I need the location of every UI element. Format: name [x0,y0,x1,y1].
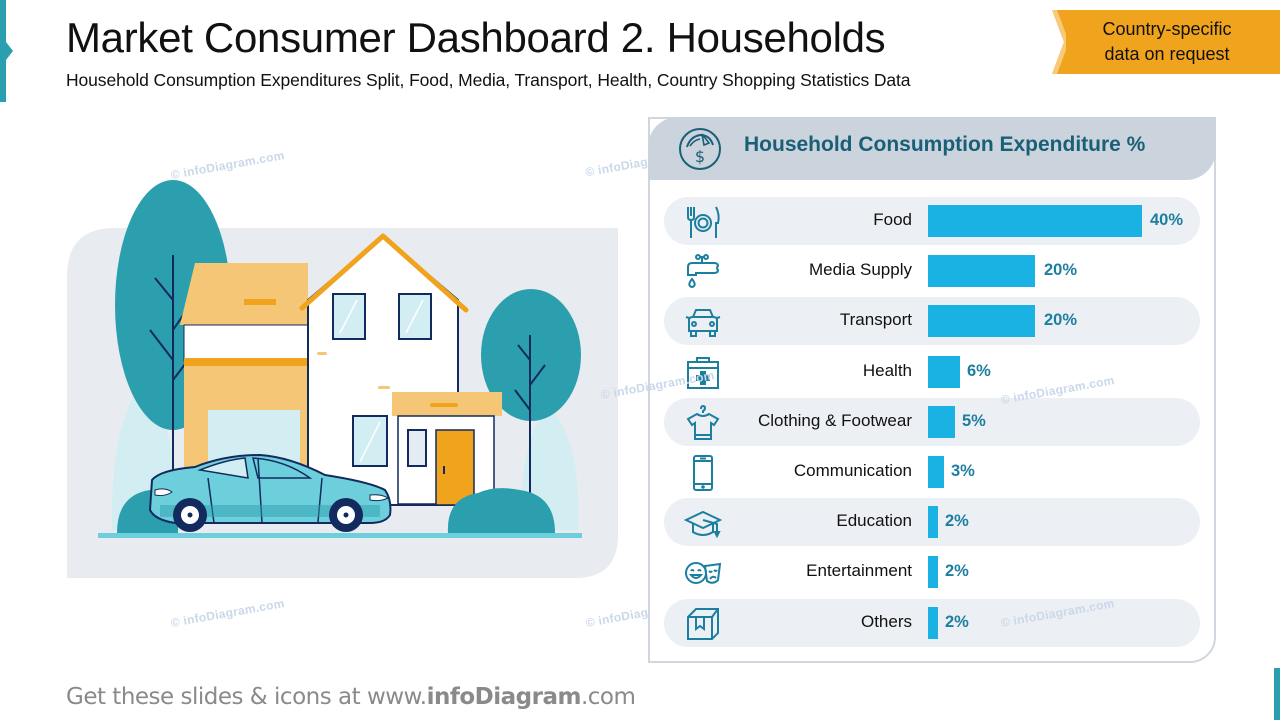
footer-brand[interactable]: infoDiagram [426,684,582,710]
row-bar [928,455,944,488]
water-tap-icon [687,254,720,289]
row-value: 20% [1044,261,1078,280]
watermark: © infoDiagram.com [169,596,286,630]
row-bar [928,205,1142,237]
country-data-ribbon [1052,10,1280,74]
ribbon-line-1: Country-specific [1102,19,1232,39]
left-accent-notch [6,42,13,60]
car-icon [685,309,721,338]
panel-header: $ Household Consumption Expenditure % [648,117,1216,180]
expenditure-row-clothing-footwear: Clothing & Footwear 5% [664,397,1200,448]
watermark: © infoDiagram.com [169,148,286,182]
box-icon [687,607,719,640]
row-value: 2% [945,512,969,531]
expenditure-row-communication: Communication 3% [664,448,1200,498]
row-label: Transport [839,310,912,330]
svg-text:$: $ [695,147,705,166]
row-value: 5% [962,411,986,430]
expenditure-row-entertainment: Entertainment 2% [664,548,1200,598]
expenditure-row-food: Food 40% [664,197,1200,247]
row-value: 2% [945,612,969,631]
row-label: Clothing & Footwear [757,410,912,430]
row-value: 20% [1044,311,1078,330]
row-value: 3% [951,461,975,480]
ribbon-line-2: data on request [1104,44,1230,64]
row-value: 40% [1150,211,1184,229]
row-bar [928,556,938,589]
expenditure-panel: $ Household Consumption Expenditure % Fo… [648,117,1216,663]
row-bar [928,506,938,539]
row-label: Communication [793,460,912,480]
row-label: Entertainment [806,561,912,581]
row-label: Media Supply [808,260,912,280]
expenditure-row-education: Education 2% [664,498,1200,548]
graduation-cap-icon [684,511,722,539]
right-accent-bar [1274,668,1280,720]
page-subtitle: Household Consumption Expenditures Split… [66,70,911,90]
row-bar [928,305,1035,338]
panel-title: Household Consumption Expenditure % [744,133,1146,156]
left-accent-bar [0,0,6,102]
expenditure-row-health: Health 6% [664,348,1200,398]
row-label: Health [862,360,912,380]
tshirt-hanger-icon [686,404,720,440]
ribbon-text: Country-specific data on request [1066,10,1268,74]
row-bar [928,606,938,639]
row-label: Food [873,210,912,229]
row-label: Others [860,611,912,631]
expenditure-row-transport: Transport 20% [664,297,1200,347]
expenditure-row-others: Others 2% [664,598,1200,649]
money-gauge-icon: $ [679,128,721,170]
row-bar [928,255,1035,288]
page-title: Market Consumer Dashboard 2. Households [66,14,886,61]
expenditure-rows: Food 40% Media Supply 20% [664,197,1200,649]
row-label: Education [836,511,912,531]
first-aid-kit-icon [687,356,719,389]
row-value: 6% [967,361,991,380]
row-value: 2% [945,562,969,581]
fork-plate-knife-icon [687,206,720,238]
theater-masks-icon [685,562,722,585]
smartphone-icon [693,454,713,491]
row-bar [928,355,960,388]
expenditure-row-media-supply: Media Supply 20% [664,247,1200,297]
footer-prefix: Get these slides & icons at www. [66,684,427,710]
footer-suffix: .com [580,684,636,710]
row-bar [928,405,955,438]
footer-promo: Get these slides & icons at www.infoDiag… [66,684,636,710]
watermark: © infoDiag [584,154,649,180]
